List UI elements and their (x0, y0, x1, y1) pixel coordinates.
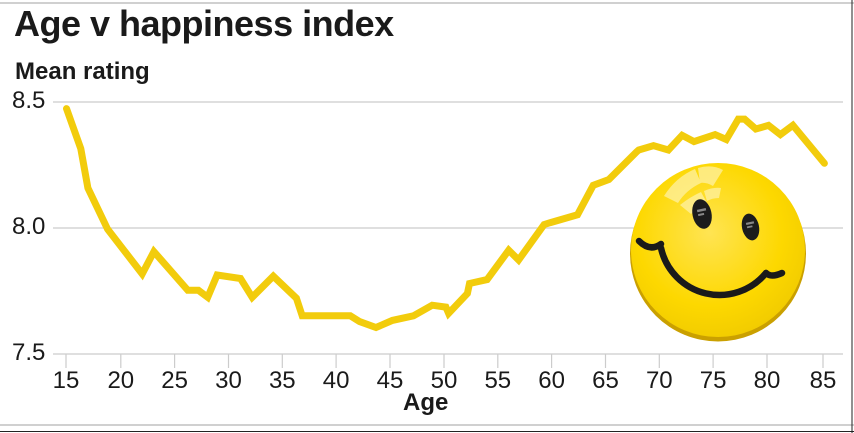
svg-text:Age: Age (403, 389, 448, 416)
svg-text:7.5: 7.5 (12, 339, 45, 366)
svg-text:20: 20 (107, 367, 134, 394)
svg-text:8.0: 8.0 (12, 213, 45, 240)
svg-text:8.5: 8.5 (12, 87, 45, 114)
svg-text:80: 80 (754, 367, 781, 394)
svg-text:45: 45 (377, 367, 404, 394)
svg-text:55: 55 (484, 367, 511, 394)
svg-text:35: 35 (269, 367, 296, 394)
svg-text:75: 75 (700, 367, 727, 394)
svg-text:65: 65 (592, 367, 619, 394)
svg-text:70: 70 (646, 367, 673, 394)
svg-text:60: 60 (538, 367, 565, 394)
svg-text:85: 85 (810, 367, 837, 394)
svg-text:40: 40 (323, 367, 350, 394)
svg-text:30: 30 (215, 367, 242, 394)
svg-text:25: 25 (161, 367, 188, 394)
svg-text:15: 15 (53, 367, 80, 394)
